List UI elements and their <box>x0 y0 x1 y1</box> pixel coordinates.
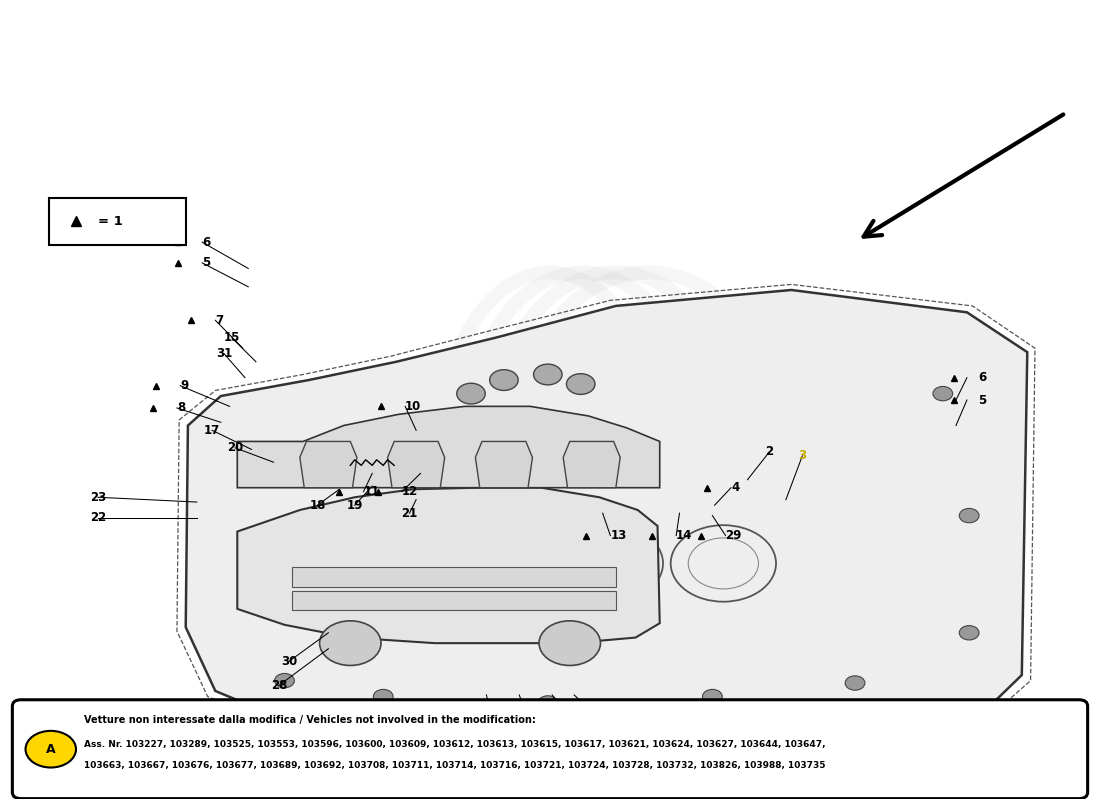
Text: Vetture non interessate dalla modifica / Vehicles not involved in the modificati: Vetture non interessate dalla modifica /… <box>84 715 536 726</box>
Polygon shape <box>563 442 620 488</box>
Text: 8: 8 <box>177 402 185 414</box>
Circle shape <box>933 386 953 401</box>
Circle shape <box>490 370 518 390</box>
Text: 6: 6 <box>978 371 987 384</box>
Text: 26: 26 <box>500 768 517 781</box>
Text: 29: 29 <box>726 529 741 542</box>
Text: 14: 14 <box>676 529 693 542</box>
Text: 4: 4 <box>732 481 739 494</box>
Text: 11: 11 <box>363 485 379 498</box>
Text: 19: 19 <box>346 498 363 512</box>
FancyBboxPatch shape <box>12 700 1088 798</box>
Circle shape <box>373 690 393 704</box>
Circle shape <box>703 690 723 704</box>
Circle shape <box>534 364 562 385</box>
Circle shape <box>320 621 381 666</box>
Polygon shape <box>475 442 532 488</box>
Circle shape <box>845 676 865 690</box>
Text: 31: 31 <box>216 347 232 360</box>
Text: 15: 15 <box>223 331 240 344</box>
Text: 28: 28 <box>271 679 287 692</box>
Text: = 1: = 1 <box>98 215 123 228</box>
Text: 6: 6 <box>202 236 210 249</box>
Text: 30: 30 <box>280 655 297 668</box>
Circle shape <box>566 374 595 394</box>
Circle shape <box>456 383 485 404</box>
Text: 5: 5 <box>202 256 210 270</box>
Text: 5: 5 <box>978 394 987 406</box>
Text: 12: 12 <box>402 485 418 498</box>
Polygon shape <box>238 488 660 643</box>
Polygon shape <box>238 406 660 488</box>
Text: 21: 21 <box>402 506 418 520</box>
Circle shape <box>959 626 979 640</box>
Text: 13: 13 <box>610 529 627 542</box>
Circle shape <box>539 621 601 666</box>
Text: 9: 9 <box>180 379 188 392</box>
Text: 23: 23 <box>90 490 106 504</box>
Text: 3: 3 <box>799 450 806 462</box>
Text: 2: 2 <box>766 446 773 458</box>
Text: 17: 17 <box>204 424 220 437</box>
Text: 27: 27 <box>540 768 556 781</box>
Text: 25: 25 <box>605 768 621 781</box>
Text: 103663, 103667, 103676, 103677, 103689, 103692, 103708, 103711, 103714, 103716, : 103663, 103667, 103676, 103677, 103689, … <box>84 761 825 770</box>
Text: 18: 18 <box>309 498 326 512</box>
Circle shape <box>959 509 979 522</box>
Bar <box>293 591 616 610</box>
Polygon shape <box>387 442 444 488</box>
Text: A: A <box>46 742 56 756</box>
FancyBboxPatch shape <box>48 198 186 245</box>
Text: 7: 7 <box>216 314 223 326</box>
Polygon shape <box>300 442 356 488</box>
Bar <box>293 567 616 586</box>
Text: 22: 22 <box>90 511 106 525</box>
Circle shape <box>275 674 295 688</box>
Text: 20: 20 <box>227 442 243 454</box>
Polygon shape <box>186 290 1027 707</box>
Text: a passion
since 1985: a passion since 1985 <box>395 342 814 538</box>
Text: 24: 24 <box>651 768 668 781</box>
Circle shape <box>538 696 558 710</box>
Circle shape <box>25 731 76 767</box>
Text: 10: 10 <box>405 400 421 413</box>
Text: 1: 1 <box>453 698 461 711</box>
Text: Ass. Nr. 103227, 103289, 103525, 103553, 103596, 103600, 103609, 103612, 103613,: Ass. Nr. 103227, 103289, 103525, 103553,… <box>84 740 825 749</box>
